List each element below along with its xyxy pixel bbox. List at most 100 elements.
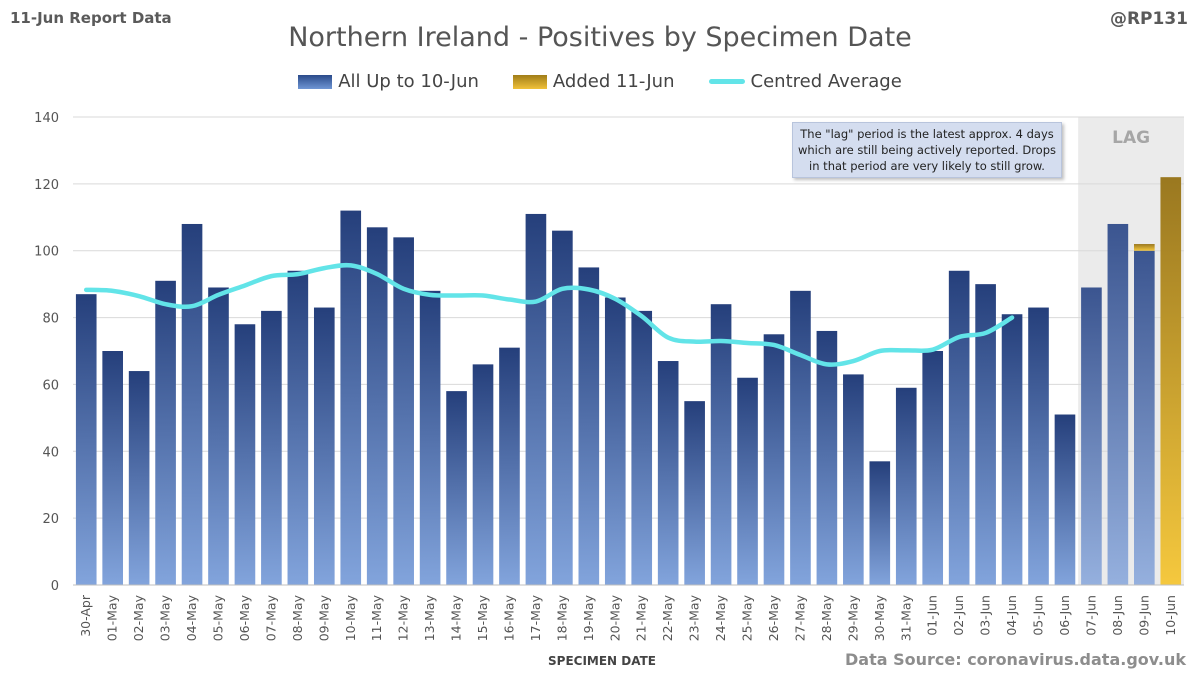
bar-all-up-to	[948, 270, 970, 585]
bar-all-up-to	[75, 294, 97, 585]
bar-all-up-to	[261, 310, 282, 585]
y-tick-label: 140	[34, 111, 59, 126]
bar-all-up-to	[1054, 414, 1076, 585]
legend-label: Added 11-Jun	[552, 71, 675, 92]
bar-added	[1134, 244, 1155, 251]
x-tick-label: 08-Jun	[1110, 595, 1125, 636]
x-tick-label: 09-Jun	[1136, 595, 1151, 636]
x-tick-label: 30-May	[872, 594, 887, 641]
x-tick-label: 08-May	[290, 594, 305, 641]
x-tick-label: 16-May	[501, 594, 516, 641]
x-tick-label: 10-Jun	[1163, 595, 1178, 636]
x-tick-label: 22-May	[660, 594, 675, 641]
x-tick-label: 10-May	[343, 594, 358, 641]
x-tick-label: 15-May	[475, 594, 490, 641]
bar-all-up-to	[128, 371, 150, 585]
x-tick-label: 30-Apr	[78, 594, 93, 637]
bar-all-up-to	[843, 374, 864, 585]
x-tick-label: 01-May	[105, 594, 120, 641]
bar-all-up-to	[419, 290, 441, 585]
y-tick-label: 40	[42, 445, 59, 460]
x-tick-label: 31-May	[898, 594, 913, 641]
bar-all-up-to	[287, 270, 309, 585]
bar-all-up-to	[181, 223, 203, 585]
chart-title: Northern Ireland - Positives by Specimen…	[288, 22, 912, 53]
x-tick-label: 07-May	[263, 594, 278, 641]
legend-label: All Up to 10-Jun	[338, 71, 479, 92]
y-tick-label: 0	[51, 579, 59, 594]
bar-all-up-to	[393, 237, 414, 586]
x-tick-label: 09-May	[316, 594, 331, 641]
bar-all-up-to	[604, 297, 626, 585]
x-tick-label: 17-May	[528, 594, 543, 641]
x-tick-label: 12-May	[396, 594, 411, 641]
legend-item-centred-average: Centred Average	[708, 71, 902, 92]
x-tick-label: 28-May	[819, 594, 834, 641]
bar-all-up-to	[102, 351, 123, 585]
author-handle: @RP131	[1109, 9, 1188, 29]
x-tick-label: 02-May	[131, 594, 146, 641]
bar-all-up-to	[366, 227, 388, 586]
bar-all-up-to	[472, 364, 494, 585]
x-tick-label: 27-May	[792, 594, 807, 641]
x-tick-label: 05-May	[210, 594, 225, 641]
x-tick-label: 07-Jun	[1083, 595, 1098, 636]
bar-all-up-to	[208, 287, 229, 585]
x-tick-label: 24-May	[713, 594, 728, 641]
bar-all-up-to	[446, 391, 467, 585]
x-tick-label: 13-May	[422, 594, 437, 641]
lag-note: The "lag" period is the latest approx. 4…	[792, 122, 1062, 178]
bar-all-up-to	[155, 280, 176, 585]
report-label: 11-Jun Report Data	[10, 9, 172, 27]
x-tick-label: 23-May	[687, 594, 702, 641]
legend-swatch-line	[708, 79, 745, 84]
legend-swatch-gold	[512, 74, 547, 89]
x-tick-label: 06-May	[237, 594, 252, 641]
x-tick-label: 14-May	[449, 594, 464, 641]
bar-all-up-to	[657, 361, 679, 585]
legend: All Up to 10-Jun Added 11-Jun Centred Av…	[0, 71, 1200, 92]
x-tick-label: 04-May	[184, 594, 199, 641]
bar-all-up-to	[1107, 223, 1129, 585]
x-tick-label: 03-May	[158, 594, 173, 641]
x-tick-label: 03-Jun	[978, 595, 993, 636]
x-tick-label: 02-Jun	[951, 595, 966, 636]
legend-swatch-blue	[298, 74, 333, 89]
x-tick-label: 05-Jun	[1031, 595, 1046, 636]
bar-all-up-to	[525, 213, 547, 585]
bar-all-up-to	[895, 387, 917, 585]
x-tick-label: 04-Jun	[1004, 595, 1019, 636]
x-tick-label: 01-Jun	[925, 595, 940, 636]
y-tick-label: 60	[42, 378, 59, 393]
bar-all-up-to	[737, 377, 758, 585]
lag-label: LAG	[1112, 128, 1150, 148]
x-tick-label: 06-Jun	[1057, 595, 1072, 636]
bar-all-up-to	[922, 351, 944, 585]
legend-item-added: Added 11-Jun	[512, 71, 675, 92]
bar-all-up-to	[499, 347, 520, 585]
bar-all-up-to	[1081, 287, 1102, 585]
centred-average-line	[83, 262, 1015, 367]
legend-item-all-up-to: All Up to 10-Jun	[298, 71, 479, 92]
bar-all-up-to	[340, 210, 362, 585]
bar-all-up-to	[234, 324, 256, 585]
bar-all-up-to	[790, 290, 811, 585]
x-tick-label: 25-May	[740, 594, 755, 641]
x-tick-label: 11-May	[369, 594, 384, 641]
bar-all-up-to	[763, 334, 785, 585]
x-tick-label: 21-May	[634, 594, 649, 641]
y-tick-label: 100	[34, 245, 59, 260]
bar-all-up-to	[1001, 314, 1023, 585]
y-tick-label: 20	[42, 512, 59, 527]
y-tick-label: 80	[42, 312, 59, 327]
bar-all-up-to	[1028, 307, 1049, 585]
x-tick-label: 26-May	[766, 594, 781, 641]
legend-label: Centred Average	[750, 71, 902, 92]
data-source: Data Source: coronavirus.data.gov.uk	[845, 650, 1186, 669]
x-tick-label: 29-May	[845, 594, 860, 641]
bar-all-up-to	[684, 401, 705, 585]
x-axis-title: SPECIMEN DATE	[548, 654, 656, 668]
x-tick-label: 19-May	[581, 594, 596, 641]
bar-all-up-to	[578, 267, 600, 585]
